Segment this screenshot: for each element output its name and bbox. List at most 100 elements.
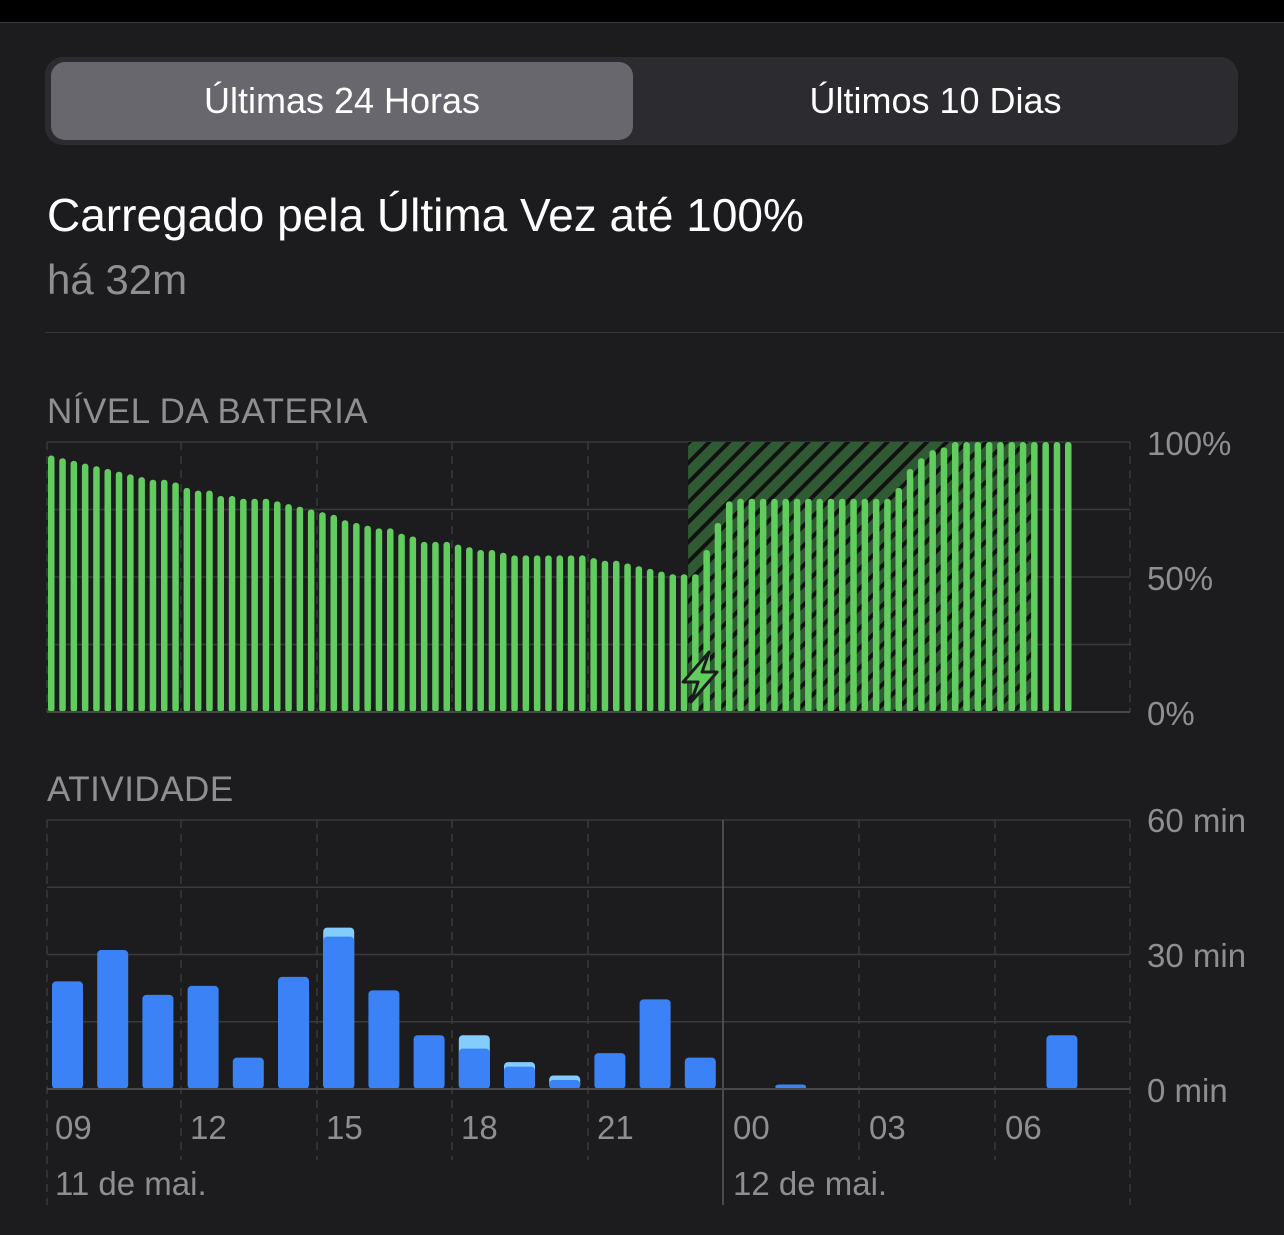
battery-bar bbox=[669, 574, 676, 712]
battery-bar bbox=[488, 550, 496, 712]
screen-on-bar bbox=[323, 936, 355, 1089]
battery-bar bbox=[194, 490, 202, 712]
battery-bar bbox=[929, 450, 936, 712]
last-charged-title: Carregado pela Última Vez até 100% bbox=[47, 189, 804, 241]
battery-bar bbox=[48, 455, 55, 712]
battery-bar bbox=[70, 460, 78, 712]
battery-bar bbox=[1031, 442, 1038, 712]
battery-bar bbox=[330, 514, 337, 712]
battery-bar bbox=[884, 498, 891, 712]
time-range-segmented-control: Últimas 24 Horas Últimos 10 Dias bbox=[45, 57, 1238, 145]
battery-bar bbox=[748, 498, 756, 712]
date-label-day2: 12 de mai. bbox=[733, 1165, 887, 1202]
battery-bar bbox=[952, 442, 959, 712]
x-tick-18: 18 bbox=[461, 1109, 498, 1146]
battery-bar bbox=[432, 541, 439, 712]
activity-y-tick-60: 60 min bbox=[1147, 802, 1246, 839]
battery-bar bbox=[839, 498, 846, 712]
battery-bar bbox=[613, 560, 620, 712]
activity-heading: ATIVIDADE bbox=[47, 770, 234, 809]
battery-bar bbox=[579, 555, 586, 712]
battery-bar bbox=[127, 474, 134, 712]
battery-bar bbox=[850, 498, 857, 712]
screen-on-bar bbox=[368, 990, 400, 1089]
battery-bar bbox=[240, 498, 247, 712]
battery-bar bbox=[341, 520, 349, 712]
battery-bar bbox=[1065, 442, 1072, 712]
x-tick-15: 15 bbox=[326, 1109, 363, 1146]
screen-on-bar bbox=[684, 1057, 716, 1089]
battery-bar bbox=[1008, 442, 1015, 712]
battery-bar bbox=[737, 498, 744, 712]
screen-on-bar bbox=[413, 1035, 445, 1089]
battery-bar bbox=[477, 550, 484, 712]
battery-bar bbox=[872, 498, 880, 712]
battery-bar bbox=[398, 533, 405, 712]
battery-bar bbox=[895, 487, 902, 712]
battery-bar bbox=[183, 487, 191, 712]
battery-bar bbox=[285, 504, 292, 712]
x-tick-12: 12 bbox=[190, 1109, 227, 1146]
battery-bar bbox=[906, 469, 914, 712]
battery-y-tick-50: 50% bbox=[1147, 560, 1213, 597]
battery-bar bbox=[997, 442, 1004, 712]
battery-bar bbox=[217, 496, 224, 712]
screen-on-bar bbox=[187, 985, 219, 1089]
last-charged-time: há 32m bbox=[47, 256, 188, 303]
battery-bar bbox=[816, 498, 823, 712]
screen-on-bar bbox=[142, 994, 174, 1089]
battery-bar bbox=[522, 555, 530, 712]
screen-on-bar bbox=[775, 1084, 807, 1089]
battery-bar bbox=[93, 466, 100, 712]
activity-chart bbox=[46, 819, 1131, 1205]
battery-level-heading: NÍVEL DA BATERIA bbox=[47, 392, 369, 431]
battery-bar bbox=[115, 471, 123, 712]
screen-on-bar bbox=[639, 999, 671, 1089]
battery-bar bbox=[782, 498, 789, 712]
battery-bar bbox=[567, 555, 575, 712]
screen-on-bar bbox=[97, 950, 129, 1089]
battery-bar bbox=[918, 458, 925, 712]
battery-bar bbox=[974, 442, 982, 712]
battery-bar bbox=[149, 479, 157, 712]
battery-bar bbox=[81, 463, 89, 712]
battery-bar bbox=[104, 469, 111, 712]
battery-bar bbox=[387, 528, 394, 712]
battery-bar bbox=[375, 528, 383, 712]
battery-bar bbox=[409, 536, 417, 712]
screen-on-bar bbox=[278, 976, 309, 1089]
battery-bar bbox=[545, 555, 552, 712]
battery-bar bbox=[161, 479, 168, 712]
battery-bar bbox=[353, 523, 360, 712]
screen-on-bar bbox=[52, 981, 83, 1089]
battery-bar bbox=[1019, 442, 1027, 712]
battery-bar bbox=[319, 512, 326, 712]
battery-bar bbox=[228, 496, 236, 712]
segment-last-10-days[interactable]: Últimos 10 Dias bbox=[809, 80, 1062, 121]
battery-bar bbox=[251, 498, 258, 712]
segment-last-24-hours[interactable]: Últimas 24 Horas bbox=[51, 62, 633, 140]
x-tick-09: 09 bbox=[55, 1109, 92, 1146]
date-label-day1: 11 de mai. bbox=[55, 1165, 207, 1202]
screen-on-bar bbox=[549, 1080, 581, 1089]
status-bar bbox=[0, 0, 1284, 23]
lightning-bolt-icon bbox=[681, 650, 719, 704]
battery-bar bbox=[364, 525, 371, 712]
battery-bar bbox=[556, 555, 563, 712]
battery-bar bbox=[1053, 442, 1061, 712]
x-tick-21: 21 bbox=[597, 1109, 634, 1146]
battery-bar bbox=[59, 458, 66, 712]
battery-bar bbox=[759, 498, 767, 712]
battery-bar bbox=[827, 498, 835, 712]
battery-bar bbox=[680, 574, 688, 712]
battery-bar bbox=[262, 498, 270, 712]
battery-y-tick-0: 0% bbox=[1147, 695, 1195, 732]
battery-bar bbox=[714, 523, 722, 712]
battery-bar bbox=[985, 442, 993, 712]
battery-bar bbox=[206, 490, 213, 712]
battery-bar bbox=[511, 555, 518, 712]
screen-on-bar bbox=[232, 1057, 264, 1089]
x-tick-06: 06 bbox=[1005, 1109, 1042, 1146]
activity-y-tick-30: 30 min bbox=[1147, 937, 1246, 974]
